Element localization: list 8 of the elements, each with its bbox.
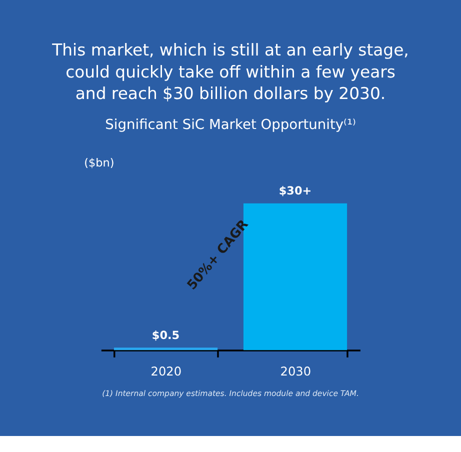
y-axis-title: ($bn) (84, 156, 114, 170)
data-label: $30+ (278, 184, 312, 198)
chart-title: This market, which is still at an early stage, could quickly take off within a few years and reach $30 billion dollars by 2030. (51, 40, 409, 103)
x-tick-label: 2030 (280, 364, 312, 379)
x-tick-label: 2020 (150, 364, 182, 379)
chart-subtitle: Significant SiC Market Opportunity⁽¹⁾ (105, 117, 356, 134)
data-label: $0.5 (152, 329, 180, 342)
text: (1) Internal company estimates. Includes module and device TAM. (102, 388, 359, 398)
